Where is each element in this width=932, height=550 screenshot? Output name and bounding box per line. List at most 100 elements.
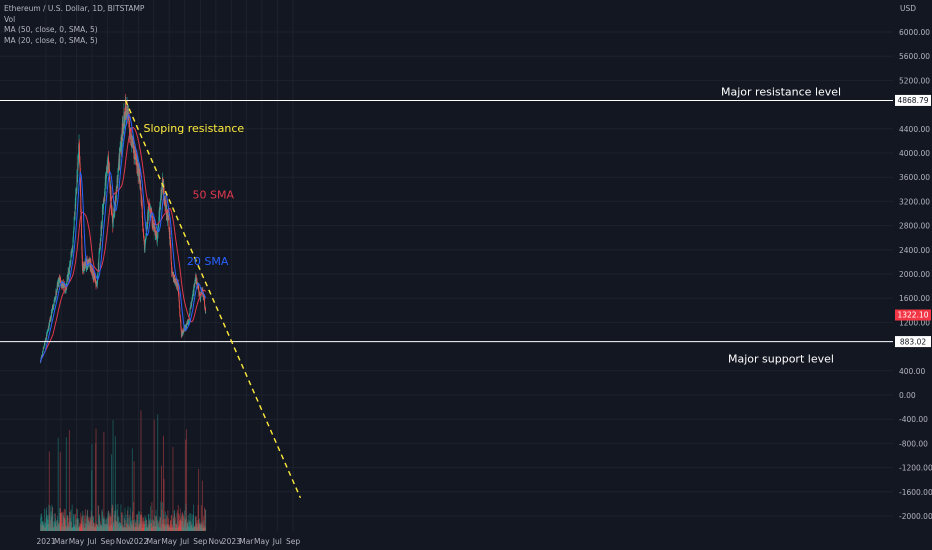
volume-bar: [123, 527, 125, 531]
volume-bar: [147, 527, 149, 531]
volume-bar: [83, 523, 85, 531]
volume-bar: [74, 526, 76, 531]
volume-bar: [190, 523, 192, 531]
volume-bar: [41, 516, 43, 531]
volume-bar: [202, 524, 204, 531]
volume-bar: [160, 524, 162, 531]
volume-bar: [41, 526, 43, 531]
volume-bar: [68, 526, 70, 531]
volume-bar: [159, 527, 161, 531]
candle-body: [147, 210, 149, 221]
volume-bar: [148, 519, 150, 531]
price-axis[interactable]: [894, 0, 932, 531]
volume-bar: [132, 526, 134, 531]
candle-body: [191, 299, 193, 303]
candle-body: [167, 217, 169, 220]
volume-bar: [49, 524, 51, 531]
volume-bar: [131, 520, 133, 531]
volume-bar: [202, 527, 204, 531]
volume-bar: [58, 525, 60, 531]
volume-bar: [52, 507, 54, 531]
volume-bar: [48, 504, 50, 531]
volume-bar: [86, 510, 88, 531]
volume-bar: [71, 526, 73, 531]
volume-bar: [55, 523, 57, 531]
volume-bar: [162, 519, 164, 531]
volume-bar: [183, 510, 185, 531]
candle-body: [139, 172, 141, 188]
symbol-title[interactable]: Ethereum / U.S. Dollar, 1D, BITSTAMP: [4, 4, 145, 13]
volume-bar: [173, 520, 175, 531]
volume-bar: [128, 523, 129, 531]
volume-bar: [104, 526, 106, 531]
ma50-legend[interactable]: MA (50, close, 0, SMA, 5): [4, 25, 98, 34]
volume-bar: [45, 523, 46, 531]
volume-bar: [195, 523, 197, 531]
volume-bar: [99, 523, 101, 531]
volume-bar: [82, 510, 84, 531]
price-tick-label: 5200.00: [899, 76, 930, 85]
volume-bar: [142, 527, 144, 531]
volume-bar: [198, 523, 200, 531]
volume-bar: [59, 522, 61, 531]
volume-bar: [187, 519, 189, 531]
volume-bar: [181, 513, 183, 531]
volume-bar: [153, 525, 155, 531]
candle-body: [140, 185, 142, 190]
volume-bar: [141, 527, 143, 531]
volume-legend[interactable]: Vol: [4, 14, 16, 24]
volume-bar: [170, 515, 172, 531]
sloping-resistance-line[interactable]: [124, 100, 302, 499]
volume-bar: [100, 527, 102, 531]
volume-bar: [111, 524, 113, 531]
volume-bar: [109, 515, 111, 531]
candle-body: [80, 194, 82, 212]
candle-body: [168, 218, 170, 229]
volume-bar: [169, 520, 171, 531]
volume-bar: [96, 524, 98, 531]
volume-bar: [165, 523, 167, 531]
volume-bar: [179, 524, 181, 531]
volume-bar: [191, 514, 193, 531]
volume-bar: [164, 511, 166, 531]
volume-bar: [102, 518, 104, 531]
volume-bar: [158, 527, 159, 531]
volume-bar: [94, 526, 96, 531]
volume-bar: [168, 524, 170, 531]
grid: [0, 0, 893, 531]
candle-body: [191, 302, 193, 304]
volume-bars: [39, 410, 207, 531]
volume-bar: [170, 524, 172, 531]
volume-bar: [65, 520, 67, 531]
volume-bar: [64, 526, 66, 531]
volume-bar: [124, 527, 126, 531]
volume-bar: [201, 524, 203, 531]
volume-bar: [135, 522, 137, 531]
price-tick-label: -800.00: [899, 439, 928, 448]
volume-bar: [195, 516, 196, 531]
volume-bar: [115, 527, 117, 531]
volume-bar: [107, 512, 109, 531]
volume-bar: [129, 507, 131, 531]
chart-legend: Ethereum / U.S. Dollar, 1D, BITSTAMP Vol…: [4, 4, 144, 46]
time-tick-label: Sep: [101, 537, 115, 546]
candle-body: [171, 270, 173, 275]
time-axis[interactable]: [0, 531, 932, 550]
volume-bar: [198, 518, 200, 531]
volume-bar: [86, 515, 88, 531]
volume-bar: [203, 507, 205, 531]
volume-bar: [150, 522, 152, 531]
volume-bar: [61, 527, 63, 531]
volume-bar: [44, 527, 46, 531]
volume-bar: [110, 516, 112, 531]
volume-bar: [75, 519, 77, 531]
volume-bar: [144, 524, 146, 531]
ma20-legend[interactable]: MA (20, close, 0, SMA, 5): [4, 35, 98, 45]
volume-bar: [66, 526, 68, 531]
volume-bar: [124, 517, 125, 531]
volume-bar: [157, 523, 159, 531]
volume-bar: [203, 519, 205, 531]
volume-bar: [154, 516, 156, 531]
volume-bar: [111, 454, 112, 531]
